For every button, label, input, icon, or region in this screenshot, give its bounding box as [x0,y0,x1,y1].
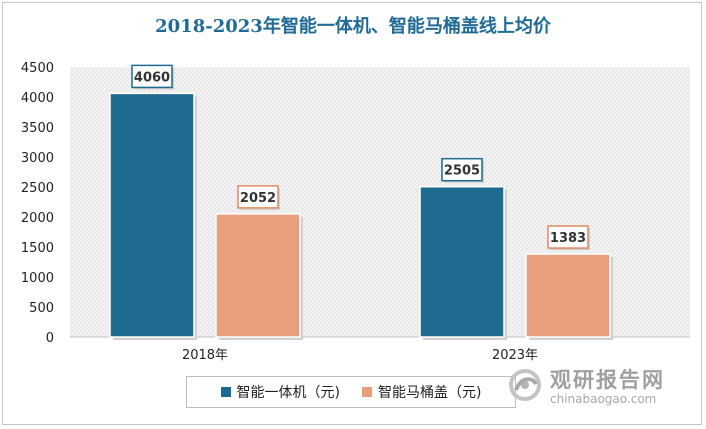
data-label-box [131,64,173,89]
data-label-box [441,157,483,182]
data-label: 4060 [134,70,170,85]
swirl-logo-icon [509,369,541,401]
data-label-box [237,185,279,209]
legend-item-series-1: 智能一体机（元) [220,382,340,402]
x-axis: 2018年 2023年 [182,348,538,363]
data-label: 2052 [240,191,276,206]
watermark: 观研报告网 chinabaogao.com [508,362,698,412]
data-label: 2505 [444,164,480,179]
x-tick-label: 2018年 [182,348,228,363]
y-tick-label: 1000 [21,271,54,286]
bars: 4060 2052 2505 1383 [109,64,613,341]
legend: 智能一体机（元) 智能马桶盖（元) [186,376,516,408]
legend-label-series-2: 智能马桶盖（元) [378,385,482,401]
legend-item-series-2: 智能马桶盖（元) [362,382,481,402]
bar-2-2 [525,253,611,338]
y-tick-label: 2000 [21,211,54,226]
data-label-box [547,225,589,249]
y-tick-label: 1500 [21,241,54,256]
y-tick-label: 2500 [21,181,54,196]
data-label: 1383 [550,231,586,246]
watermark-url: chinabaogao.com [550,392,657,406]
y-tick-label: 0 [46,331,54,346]
legend-swatch-series-1 [220,387,231,397]
y-tick-label: 4500 [21,61,54,76]
y-tick-label: 4000 [21,91,54,106]
bar-1-1 [109,92,195,338]
chart-title: 2018-2023年智能一体机、智能马桶盖线上均价 [155,16,551,37]
legend-label-series-1: 智能一体机（元) [236,385,340,401]
bar-2-1 [215,213,301,338]
x-tick-label: 2023年 [492,348,538,363]
bar-1-2 [419,185,505,338]
y-tick-label: 500 [29,301,54,316]
watermark-name: 观研报告网 [550,368,665,392]
y-tick-label: 3000 [21,151,54,166]
y-tick-label: 3500 [21,121,54,136]
legend-swatch-series-2 [362,387,372,397]
